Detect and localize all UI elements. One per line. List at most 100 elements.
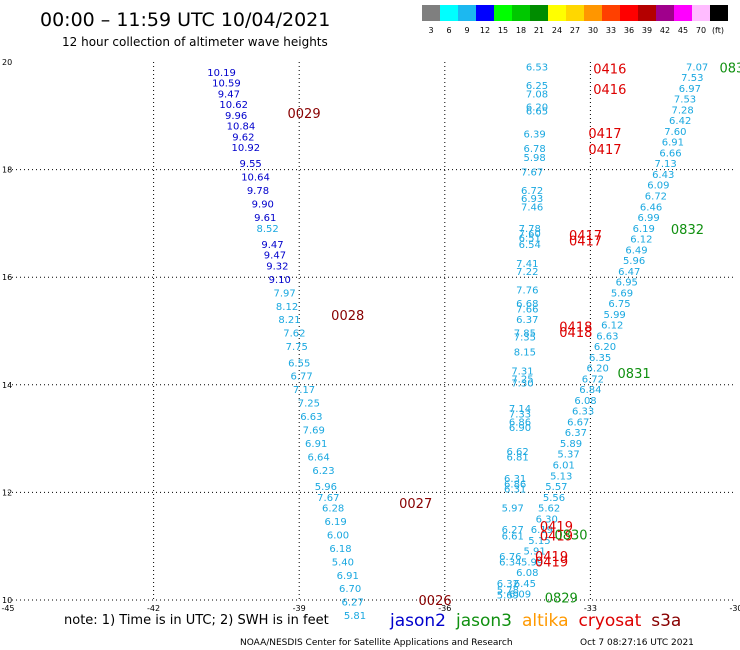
swh-value-jason3: 6.19	[531, 525, 553, 536]
swh-value-cryosat: 7.78	[519, 224, 541, 235]
swh-value-cryosat: 6.61	[502, 532, 524, 543]
swh-value-jason3: 5.89	[560, 439, 582, 450]
x-tick-label: -42	[147, 604, 160, 613]
pass-time-label: 0026	[419, 594, 452, 609]
swh-value-cryosat: 6.34	[499, 557, 521, 568]
swh-value-s3a: 8.52	[257, 224, 279, 235]
pass-time-label: 0833	[719, 61, 740, 76]
color-bin-label: 24	[552, 26, 562, 35]
swh-value-jason3: 6.20	[587, 364, 609, 375]
swh-value-s3a: 10.62	[219, 100, 248, 111]
pass-time-label: 0417	[588, 143, 621, 158]
footer-timestamp: Oct 7 08:27:16 UTC 2021	[580, 638, 694, 648]
swh-value-s3a: 6.63	[300, 412, 322, 423]
swh-value-cryosat: 7.30	[511, 379, 533, 390]
swh-value-jason3: 6.72	[645, 192, 667, 203]
swh-value-cryosat: 6.53	[526, 62, 548, 73]
swh-value-jason3: 6.47	[618, 267, 640, 278]
swh-value-jason3: 6.20	[594, 342, 616, 353]
swh-value-jason3: 7.07	[686, 62, 708, 73]
swh-value-cryosat: 7.08	[526, 89, 548, 100]
axis-ticks: -45 -42 -39 -36 -33 -30 10 12 14 16 18 20	[1, 58, 740, 613]
swh-value-s3a: 9.47	[218, 89, 240, 100]
pass-time-label: 0831	[618, 367, 651, 382]
swh-value-jason3: 6.46	[640, 202, 662, 213]
pass-time-label: 0832	[671, 223, 704, 238]
pass-time-label: 0416	[593, 62, 626, 77]
grid-lines	[8, 62, 736, 601]
swh-value-s3a: 6.18	[329, 544, 351, 555]
swh-value-s3a: 9.90	[252, 200, 274, 211]
swh-value-s3a: 6.23	[312, 466, 334, 477]
swh-value-jason3: 6.95	[616, 278, 638, 289]
swh-value-jason3: 5.62	[538, 504, 560, 515]
swh-value-s3a: 7.75	[286, 342, 308, 353]
swh-value-cryosat: 6.86	[504, 479, 526, 490]
swh-value-cryosat: 6.32	[497, 579, 519, 590]
swh-value-s3a: 6.70	[339, 584, 361, 595]
swh-value-jason3: 6.99	[638, 213, 660, 224]
color-swatch	[440, 5, 458, 21]
pass-time-label: 0028	[331, 309, 364, 324]
swh-value-cryosat: 7.76	[516, 286, 538, 297]
swh-value-jason3: 6.63	[596, 331, 618, 342]
swh-value-cryosat: 7.66	[516, 304, 538, 315]
swh-value-s3a: 5.40	[332, 557, 354, 568]
color-scale-legend: 3 6 9 12 15 18 21 24 27 30 33 36 39 42 45 70 (ft)	[422, 5, 728, 35]
swh-value-cryosat: 6.62	[506, 447, 528, 458]
swh-value-s3a: 9.32	[266, 261, 288, 272]
pass-time-label: 0419	[535, 555, 568, 570]
swh-value-cryosat: 6.76	[499, 552, 521, 563]
swh-value-jason3: 5.96	[623, 256, 645, 267]
swh-value-s3a: 9.62	[232, 132, 254, 143]
swh-value-jason3: 7.13	[654, 159, 676, 170]
color-swatch	[656, 5, 674, 21]
swh-value-s3a: 6.91	[305, 439, 327, 450]
swh-value-cryosat: 6.93	[521, 194, 543, 205]
swh-value-cryosat: 6.72	[521, 186, 543, 197]
color-bin-label: 70	[696, 26, 706, 35]
swh-value-s3a: 6.28	[322, 504, 344, 515]
satellite-cryosat: cryosat	[579, 611, 642, 631]
swh-value-cryosat: 6.51	[519, 233, 541, 244]
pass-time-label: 0830	[554, 528, 587, 543]
swh-value-jason3: 5.15	[528, 536, 550, 547]
pass-time-label: 0417	[569, 235, 602, 250]
color-bin-label: 39	[642, 26, 652, 35]
swh-value-cryosat: 7.35	[514, 332, 536, 343]
x-tick-label: -30	[729, 604, 740, 613]
swh-value-jason3: 6.97	[679, 84, 701, 95]
swh-value-jason3: 6.49	[625, 245, 647, 256]
swh-value-s3a: 7.17	[293, 385, 315, 396]
color-bin-label: 36	[624, 26, 634, 35]
swh-value-jason3: 5.69	[611, 288, 633, 299]
swh-value-cryosat: 5.78	[497, 585, 519, 596]
swh-value-s3a: 10.84	[227, 122, 256, 133]
swh-value-s3a: 7.67	[317, 493, 339, 504]
swh-value-cryosat: 6.68	[516, 299, 538, 310]
swh-value-jason3: 6.09	[509, 590, 531, 601]
color-bin-label: 9	[464, 26, 469, 35]
satellite-jason3: jason3	[455, 611, 512, 631]
plot-area	[8, 62, 736, 600]
pass-time-label: 0419	[540, 520, 573, 535]
swh-value-jason3: 6.12	[630, 235, 652, 246]
swh-value-jason3: 5.13	[550, 471, 572, 482]
swh-value-jason3: 5.56	[543, 493, 565, 504]
satellite-jason2: jason2	[389, 611, 446, 631]
swh-value-s3a: 6.00	[327, 530, 349, 541]
swh-value-cryosat: 6.25	[526, 81, 548, 92]
swh-value-cryosat: 6.37	[516, 315, 538, 326]
color-bin-label: 18	[516, 26, 526, 35]
satellite-altika: altika	[522, 611, 569, 631]
x-tick-label: -33	[584, 604, 597, 613]
swh-value-cryosat: 7.31	[511, 366, 533, 377]
swh-value-s3a: 6.91	[337, 571, 359, 582]
swh-value-cryosat: 6.20	[526, 103, 548, 114]
swh-value-jason3: 6.37	[565, 428, 587, 439]
pass-time-label: 0418	[559, 326, 592, 341]
swh-value-cryosat: 8.15	[514, 348, 536, 359]
swh-value-jason3: 7.60	[664, 127, 686, 138]
swh-value-jason3: 6.91	[662, 138, 684, 149]
swh-value-jason3: 6.84	[579, 385, 601, 396]
